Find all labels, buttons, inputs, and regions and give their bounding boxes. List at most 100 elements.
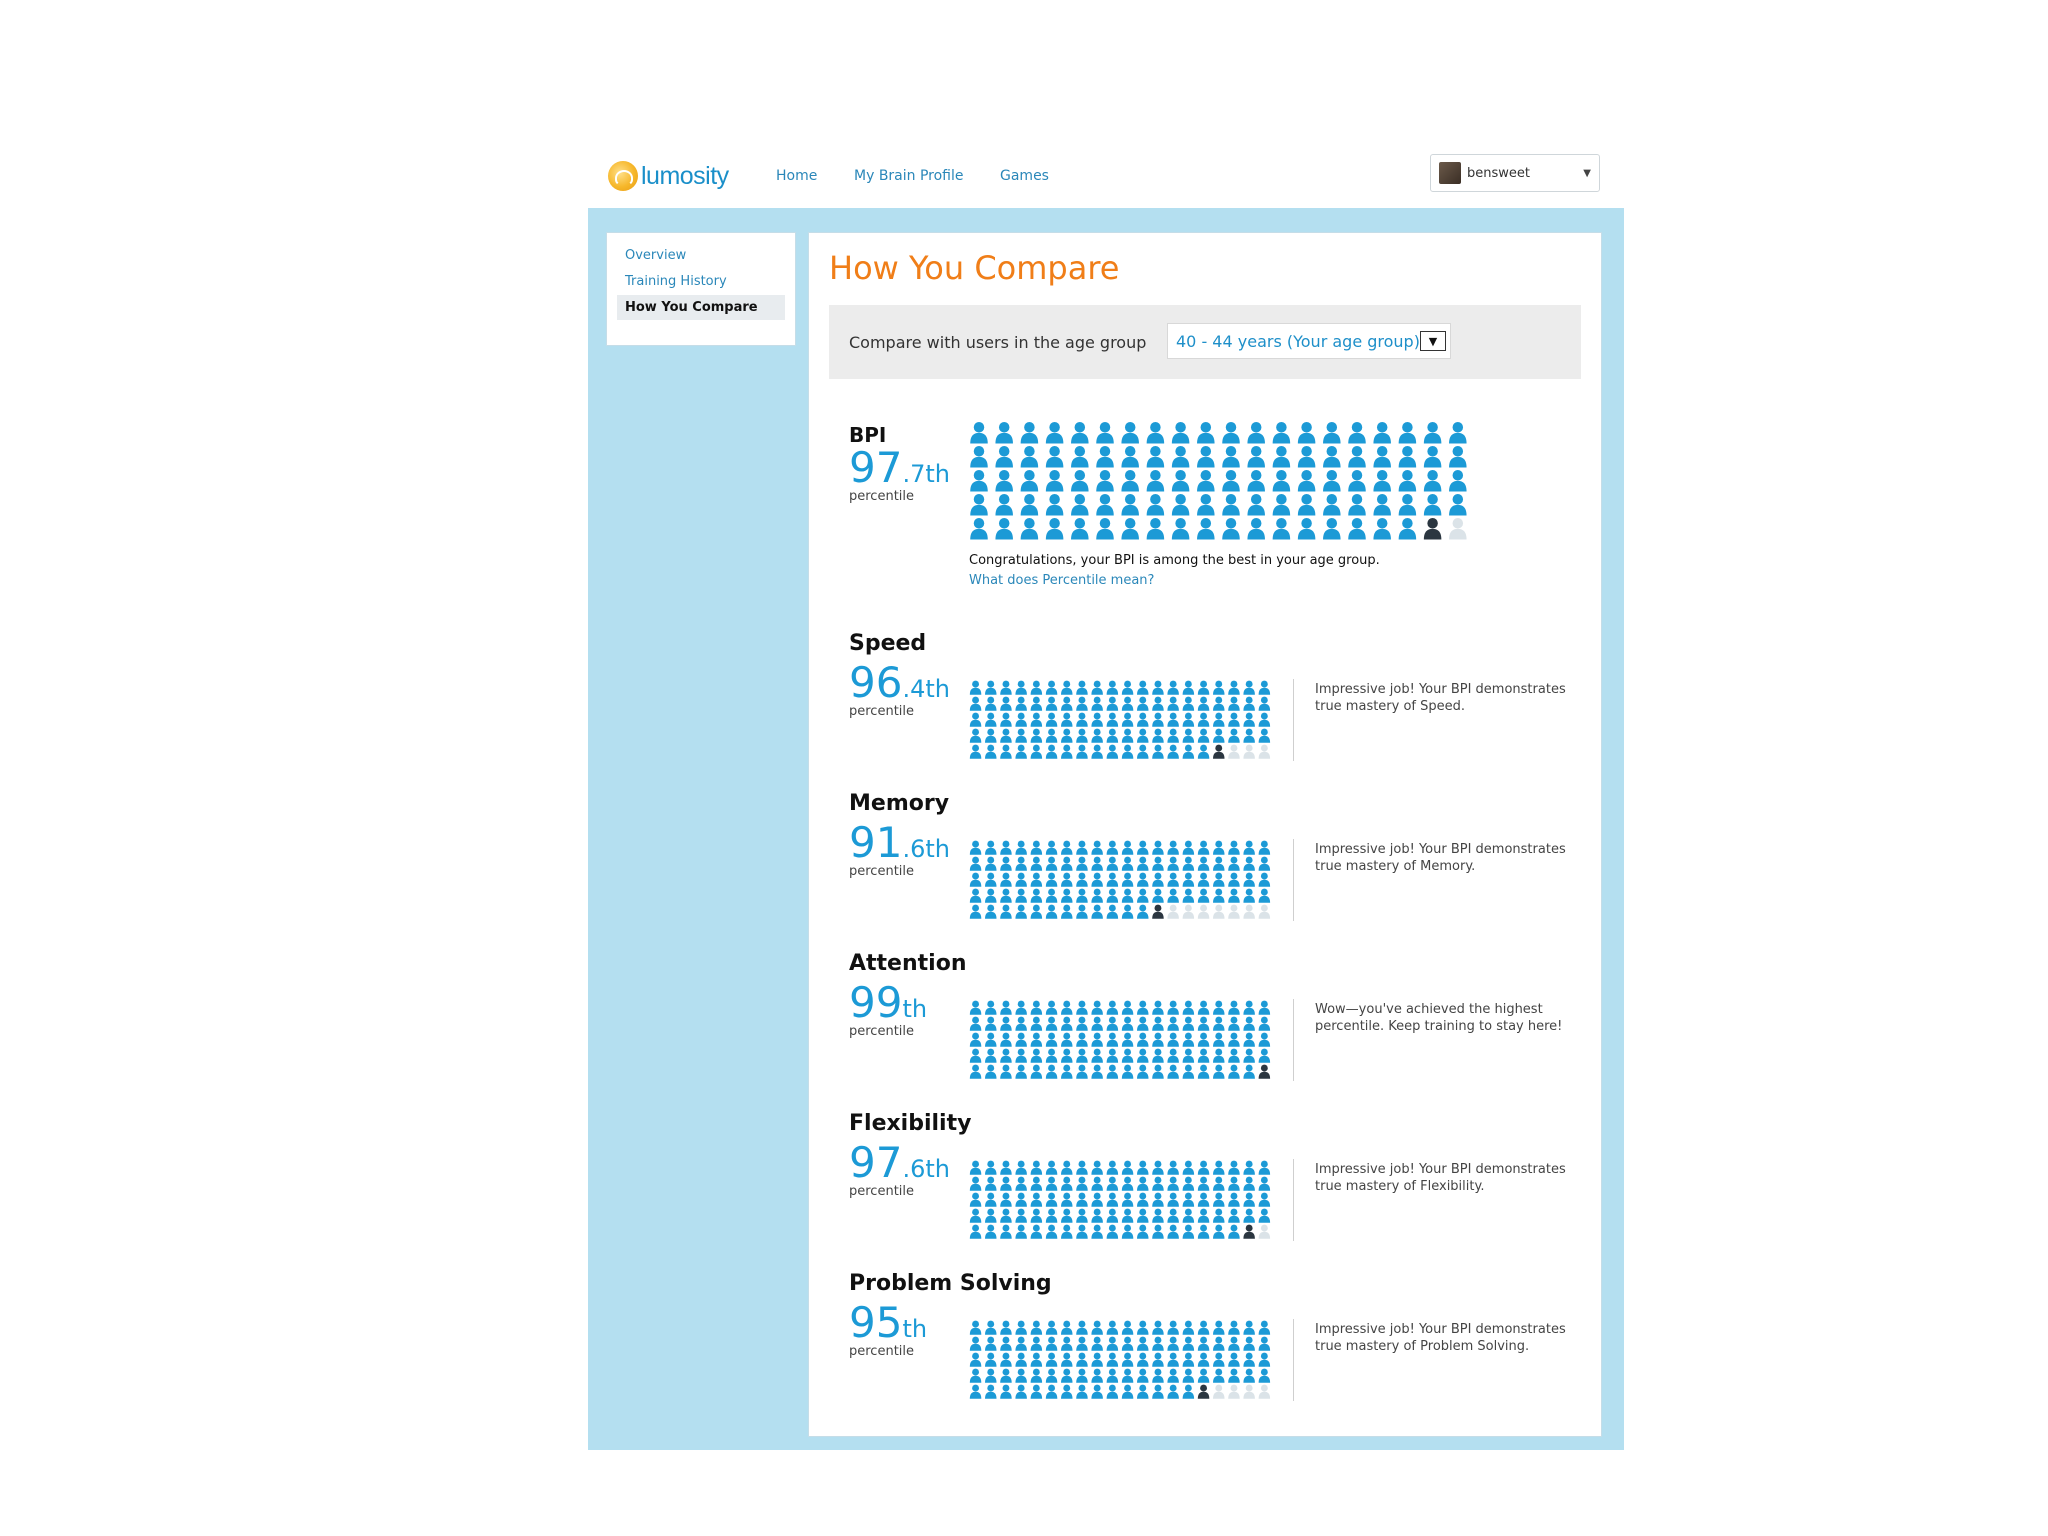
divider <box>1293 839 1294 921</box>
nav-my-brain-profile[interactable]: My Brain Profile <box>854 168 964 184</box>
age-group-select[interactable]: 40 - 44 years (Your age group) ▼ <box>1167 323 1451 359</box>
person-icon <box>1228 1336 1240 1351</box>
nav-games[interactable]: Games <box>1000 168 1049 184</box>
person-icon <box>1045 1352 1058 1367</box>
person-icon <box>1091 1208 1103 1223</box>
person-icon <box>1137 1016 1149 1031</box>
person-icon <box>985 1032 997 1047</box>
person-icon <box>985 680 997 695</box>
person-icon <box>1045 728 1058 743</box>
person-icon <box>969 840 982 855</box>
person-icon <box>1091 840 1103 855</box>
person-icon <box>1213 1176 1225 1191</box>
person-icon <box>1061 888 1073 903</box>
person-icon <box>1272 446 1291 468</box>
age-group-selected-value: 40 - 44 years (Your age group) <box>1176 331 1420 351</box>
metric-message: Impressive job! Your BPI demonstrates tr… <box>1315 682 1566 714</box>
person-icon <box>1323 494 1341 516</box>
person-icon <box>1243 1064 1255 1079</box>
person-icon <box>1323 422 1341 444</box>
person-icon <box>969 1224 982 1239</box>
person-icon <box>1121 744 1134 759</box>
person-icon <box>1000 1064 1012 1079</box>
person-icon <box>1213 888 1225 903</box>
person-icon <box>1152 1016 1164 1031</box>
person-icon <box>1061 1192 1073 1207</box>
problem-solving-people-grid <box>969 1320 1273 1400</box>
user-menu-dropdown[interactable]: bensweet ▼ <box>1430 154 1600 192</box>
person-icon <box>1258 1352 1271 1367</box>
metric-memory: Memory 91.6th percentile <box>849 791 950 879</box>
people-grid-svg <box>969 1000 1271 1079</box>
person-icon <box>1061 1368 1073 1383</box>
percentile-label: percentile <box>849 489 915 504</box>
person-icon <box>1045 904 1058 919</box>
person-icon <box>1243 1384 1255 1399</box>
person-icon <box>1228 1352 1240 1367</box>
person-icon <box>1045 840 1058 855</box>
person-icon <box>1182 904 1195 919</box>
person-icon <box>1015 904 1027 919</box>
person-icon <box>1091 728 1103 743</box>
person-icon <box>1323 518 1341 540</box>
sidebar-item-how-you-compare[interactable]: How You Compare <box>617 295 785 320</box>
person-icon <box>1121 840 1134 855</box>
person-icon <box>1071 494 1089 516</box>
percentile-label: percentile <box>849 864 915 879</box>
person-icon <box>1228 888 1240 903</box>
person-icon <box>969 1384 982 1399</box>
lumosity-logo[interactable]: lumosity <box>608 154 729 198</box>
person-icon <box>1106 888 1119 903</box>
person-icon <box>1167 1048 1179 1063</box>
person-icon <box>1076 696 1088 711</box>
person-icon <box>1228 840 1240 855</box>
person-icon <box>1045 888 1058 903</box>
person-icon <box>1137 1000 1149 1015</box>
person-icon <box>1076 840 1088 855</box>
person-icon <box>1000 696 1012 711</box>
person-icon <box>1030 1384 1043 1399</box>
person-icon <box>985 872 997 887</box>
dropdown-arrow-icon[interactable]: ▼ <box>1419 331 1446 351</box>
person-icon <box>1243 1176 1255 1191</box>
sidebar-item-overview[interactable]: Overview <box>625 248 687 263</box>
person-icon <box>1243 680 1255 695</box>
person-icon <box>1228 1208 1240 1223</box>
person-icon <box>1015 856 1027 871</box>
person-icon <box>1243 712 1255 727</box>
score-suffix: .7th <box>902 460 950 488</box>
person-icon <box>1258 1016 1271 1031</box>
people-grid-svg <box>969 840 1271 919</box>
person-icon <box>1000 728 1012 743</box>
person-icon <box>985 1192 997 1207</box>
person-icon <box>1071 470 1089 492</box>
percentile-help-link[interactable]: What does Percentile mean? <box>969 573 1155 588</box>
sidebar-item-training-history[interactable]: Training History <box>625 274 727 289</box>
person-icon <box>1020 494 1039 516</box>
score-suffix: .6th <box>902 1155 950 1183</box>
sidebar: Overview Training History How You Compar… <box>606 232 796 346</box>
person-icon <box>1167 1352 1179 1367</box>
person-icon <box>1297 518 1316 540</box>
person-icon <box>1258 680 1271 695</box>
person-icon <box>1076 856 1088 871</box>
person-icon <box>1015 888 1027 903</box>
bpi-message: Congratulations, your BPI is among the b… <box>969 553 1380 568</box>
person-icon <box>1197 1352 1210 1367</box>
person-icon <box>1182 728 1195 743</box>
person-icon <box>1373 518 1391 540</box>
person-icon <box>1137 1176 1149 1191</box>
nav-home[interactable]: Home <box>776 168 818 184</box>
person-icon <box>1030 712 1043 727</box>
person-icon <box>1348 470 1366 492</box>
person-icon <box>1030 1016 1043 1031</box>
people-grid-svg <box>970 422 1467 540</box>
person-icon <box>1121 696 1134 711</box>
brain-logo-icon <box>608 161 638 191</box>
person-icon <box>1167 1160 1179 1175</box>
person-icon <box>985 712 997 727</box>
person-icon <box>1449 446 1467 468</box>
person-icon <box>1030 872 1043 887</box>
percentile-score: 95th <box>849 1302 1052 1344</box>
person-icon <box>1061 1208 1073 1223</box>
